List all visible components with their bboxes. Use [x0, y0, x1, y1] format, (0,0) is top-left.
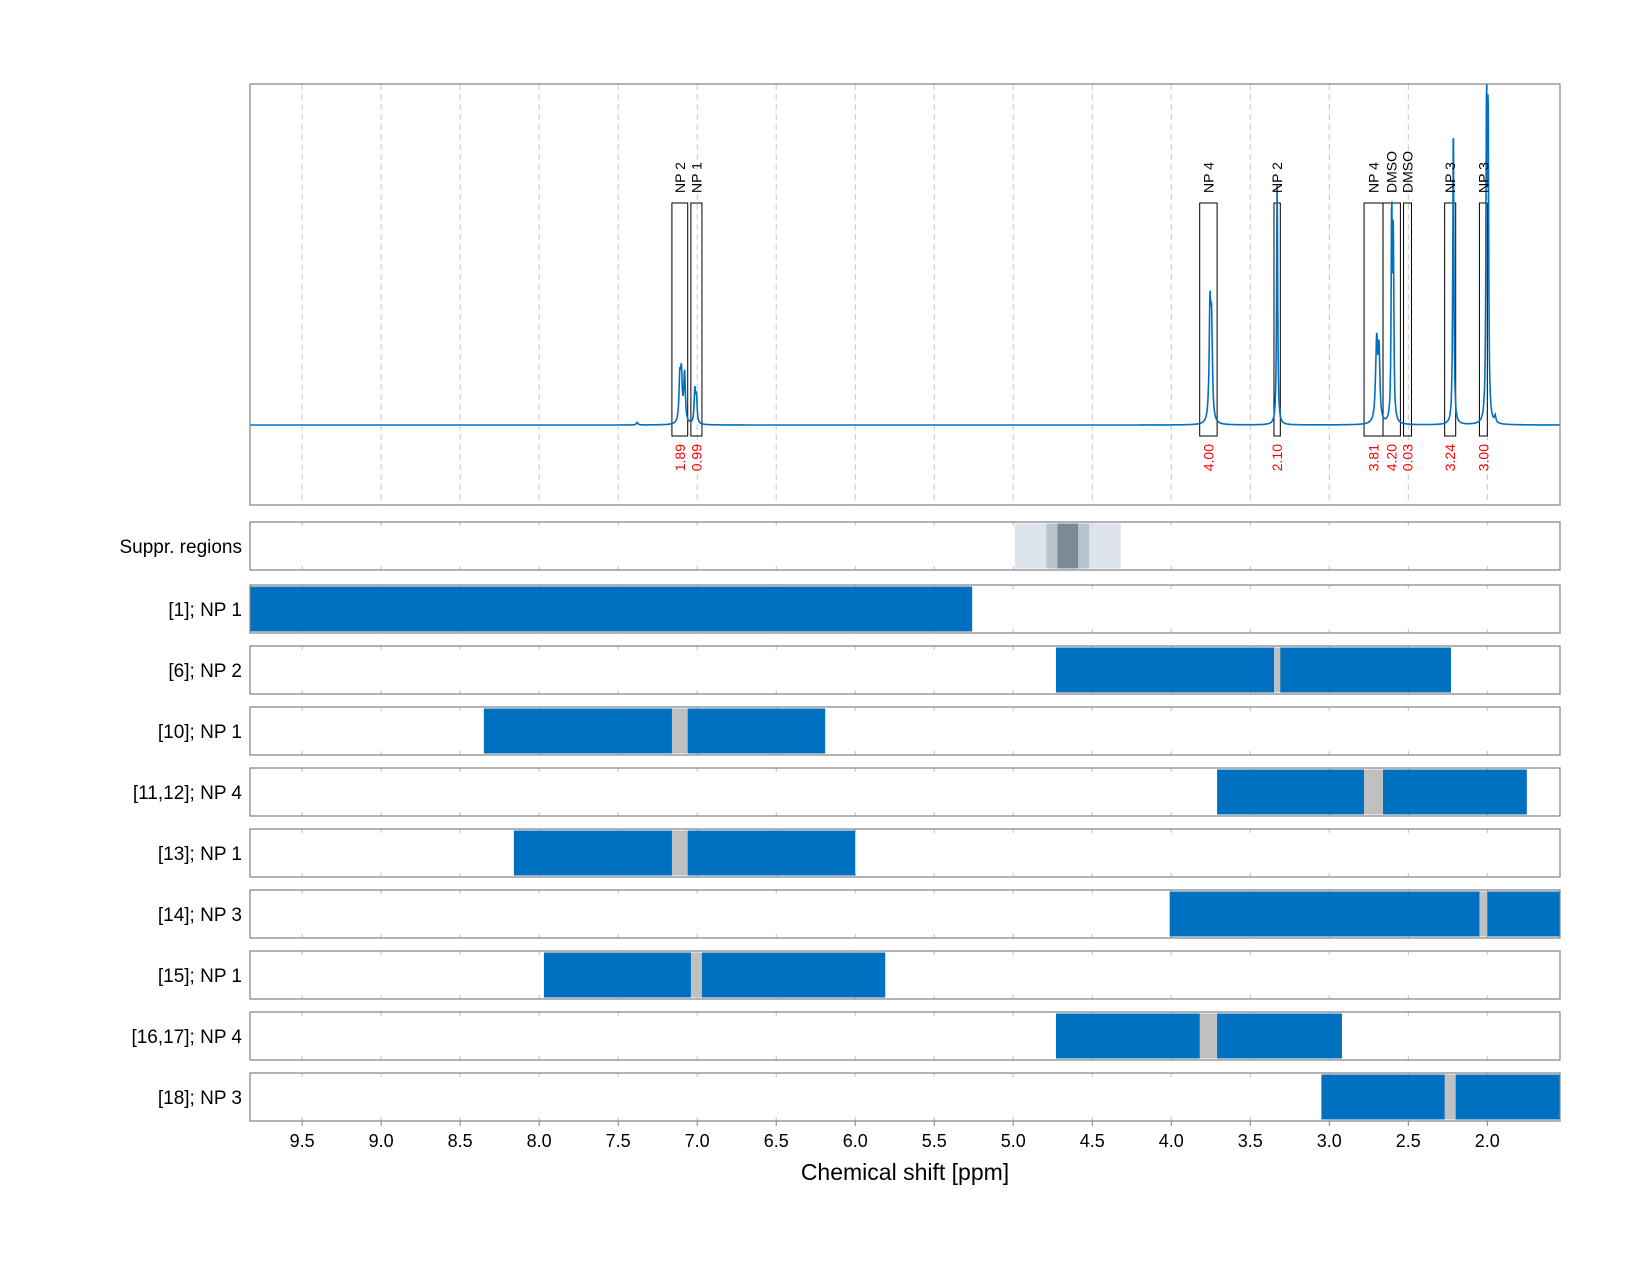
x-tick-label-7: 6.0: [843, 1131, 868, 1151]
excluded-region-1-0: [1273, 647, 1281, 693]
x-tick-label-6: 6.5: [764, 1131, 789, 1151]
excluded-region-2-0: [671, 708, 688, 754]
integral-labels: 1.89 0.99 4.00 2.10 3.81 4.20 0.03 3.24 3.00: [672, 444, 1492, 471]
x-tick-label-0: 9.5: [290, 1131, 315, 1151]
excluded-region-7-0: [1199, 1013, 1218, 1059]
excluded-region-8-0: [1444, 1074, 1456, 1120]
panel-frame: [249, 1072, 1561, 1122]
window-row-label-6: [15]; NP 1: [158, 966, 242, 987]
panel-frame: [249, 950, 1561, 1000]
peak-label-6: DMSO: [1400, 151, 1416, 193]
spectrum-line: [250, 83, 1560, 426]
excluded-region-6-0: [690, 952, 702, 998]
spectrum-grid: [301, 84, 1488, 505]
spectrum-panel-frame: [249, 83, 1561, 506]
x-tick-label-3: 8.0: [527, 1131, 552, 1151]
window-row-label-5: [14]; NP 3: [158, 905, 242, 926]
peak-label-3: NP 2: [1269, 162, 1285, 193]
window-row-0: [1]; NP 1: [168, 584, 1561, 634]
integral-label-5: 4.20: [1384, 444, 1400, 471]
suppressed-band-2: [1057, 523, 1079, 569]
peak-label-5: DMSO: [1384, 151, 1400, 193]
integral-label-4: 3.81: [1366, 444, 1382, 471]
panel-frame: [249, 645, 1561, 695]
peak-window-8: [1478, 202, 1488, 437]
peak-label-4: NP 4: [1366, 162, 1382, 193]
x-tick-label-10: 4.5: [1080, 1131, 1105, 1151]
window-row-8: [18]; NP 3: [158, 1072, 1561, 1122]
window-row-label-1: [6]; NP 2: [168, 661, 242, 682]
window-bar-2: [483, 708, 826, 754]
x-tick-label-15: 2.0: [1475, 1131, 1500, 1151]
x-tick-label-14: 2.5: [1396, 1131, 1421, 1151]
window-row-label-8: [18]; NP 3: [158, 1088, 242, 1109]
peak-label-2: NP 4: [1200, 162, 1216, 193]
x-tick-label-9: 5.0: [1001, 1131, 1026, 1151]
window-row-5: [14]; NP 3: [158, 889, 1561, 939]
x-axis-title: Chemical shift [ppm]: [801, 1159, 1009, 1185]
peak-label-7: NP 3: [1442, 162, 1458, 193]
x-tick-label-4: 7.5: [606, 1131, 631, 1151]
panel-frame: [249, 706, 1561, 756]
panel-frame: [249, 1011, 1561, 1061]
integral-label-6: 0.03: [1400, 444, 1416, 471]
x-tick-label-13: 3.0: [1317, 1131, 1342, 1151]
window-row-label-3: [11,12]; NP 4: [133, 783, 243, 804]
x-tick-label-8: 5.5: [922, 1131, 947, 1151]
panel-frame: [249, 521, 1561, 571]
panel-frame: [249, 828, 1561, 878]
peak-window-2: [1199, 202, 1218, 437]
excluded-region-5-0: [1479, 891, 1488, 937]
panel-frame: [249, 584, 1561, 634]
integral-label-0: 1.89: [672, 444, 688, 471]
excluded-region-3-0: [1364, 769, 1384, 815]
x-tick-label-12: 3.5: [1238, 1131, 1263, 1151]
peak-label-1: NP 1: [688, 162, 704, 193]
integration-window-panels: Suppr. regions [1]; NP 1 [6]; NP 2 [10]; NP…: [119, 521, 1561, 1122]
peak-window-7: [1444, 202, 1457, 437]
x-tick-label-5: 7.0: [685, 1131, 710, 1151]
window-row-1: [6]; NP 2: [168, 645, 1561, 695]
window-row-label-0: [1]; NP 1: [168, 600, 242, 621]
window-row-2: [10]; NP 1: [158, 706, 1561, 756]
integral-label-7: 3.24: [1442, 444, 1458, 471]
window-row-4: [13]; NP 1: [158, 828, 1561, 878]
x-tick-label-11: 4.0: [1159, 1131, 1184, 1151]
window-bar-5: [1169, 891, 1560, 937]
x-axis: 9.5 9.0 8.5 8.0 7.5 7.0 6.5 6.0 5.5 5.0 4.5 4.0 3.5 3…: [290, 1121, 1500, 1151]
integral-label-3: 2.10: [1269, 444, 1285, 471]
peak-label-0: NP 2: [672, 162, 688, 193]
window-bar-8: [1321, 1074, 1560, 1120]
integral-label-8: 3.00: [1475, 444, 1491, 471]
window-bar-1: [1055, 647, 1451, 693]
peak-window-1: [690, 202, 703, 437]
integral-label-1: 0.99: [688, 444, 704, 471]
peak-window-6: [1403, 202, 1412, 437]
panel-frame: [249, 767, 1561, 817]
peak-labels: NP 2 NP 1 NP 4 NP 2 NP 4 DMSO DMSO NP 3 NP 3: [672, 151, 1492, 193]
suppressed-regions-panel: Suppr. regions: [119, 521, 1561, 571]
window-bar-7: [1055, 1013, 1342, 1059]
window-row-3: [11,12]; NP 4: [133, 767, 1561, 817]
window-row-7: [16,17]; NP 4: [131, 1011, 1561, 1061]
window-bar-0: [250, 586, 973, 632]
suppressed-regions-label: Suppr. regions: [119, 537, 242, 558]
x-tick-label-2: 8.5: [448, 1131, 473, 1151]
window-row-label-7: [16,17]; NP 4: [131, 1027, 242, 1048]
window-row-label-2: [10]; NP 1: [158, 722, 242, 743]
window-row-6: [15]; NP 1: [158, 950, 1561, 1000]
window-row-label-4: [13]; NP 1: [158, 844, 242, 865]
panel-frame: [249, 889, 1561, 939]
peak-window-0: [671, 202, 689, 437]
x-tick-label-1: 9.0: [369, 1131, 394, 1151]
window-bar-6: [543, 952, 886, 998]
integral-label-2: 4.00: [1200, 444, 1216, 471]
excluded-region-4-0: [671, 830, 688, 876]
peak-label-8: NP 3: [1475, 162, 1491, 193]
peak-windows: [671, 202, 1488, 437]
